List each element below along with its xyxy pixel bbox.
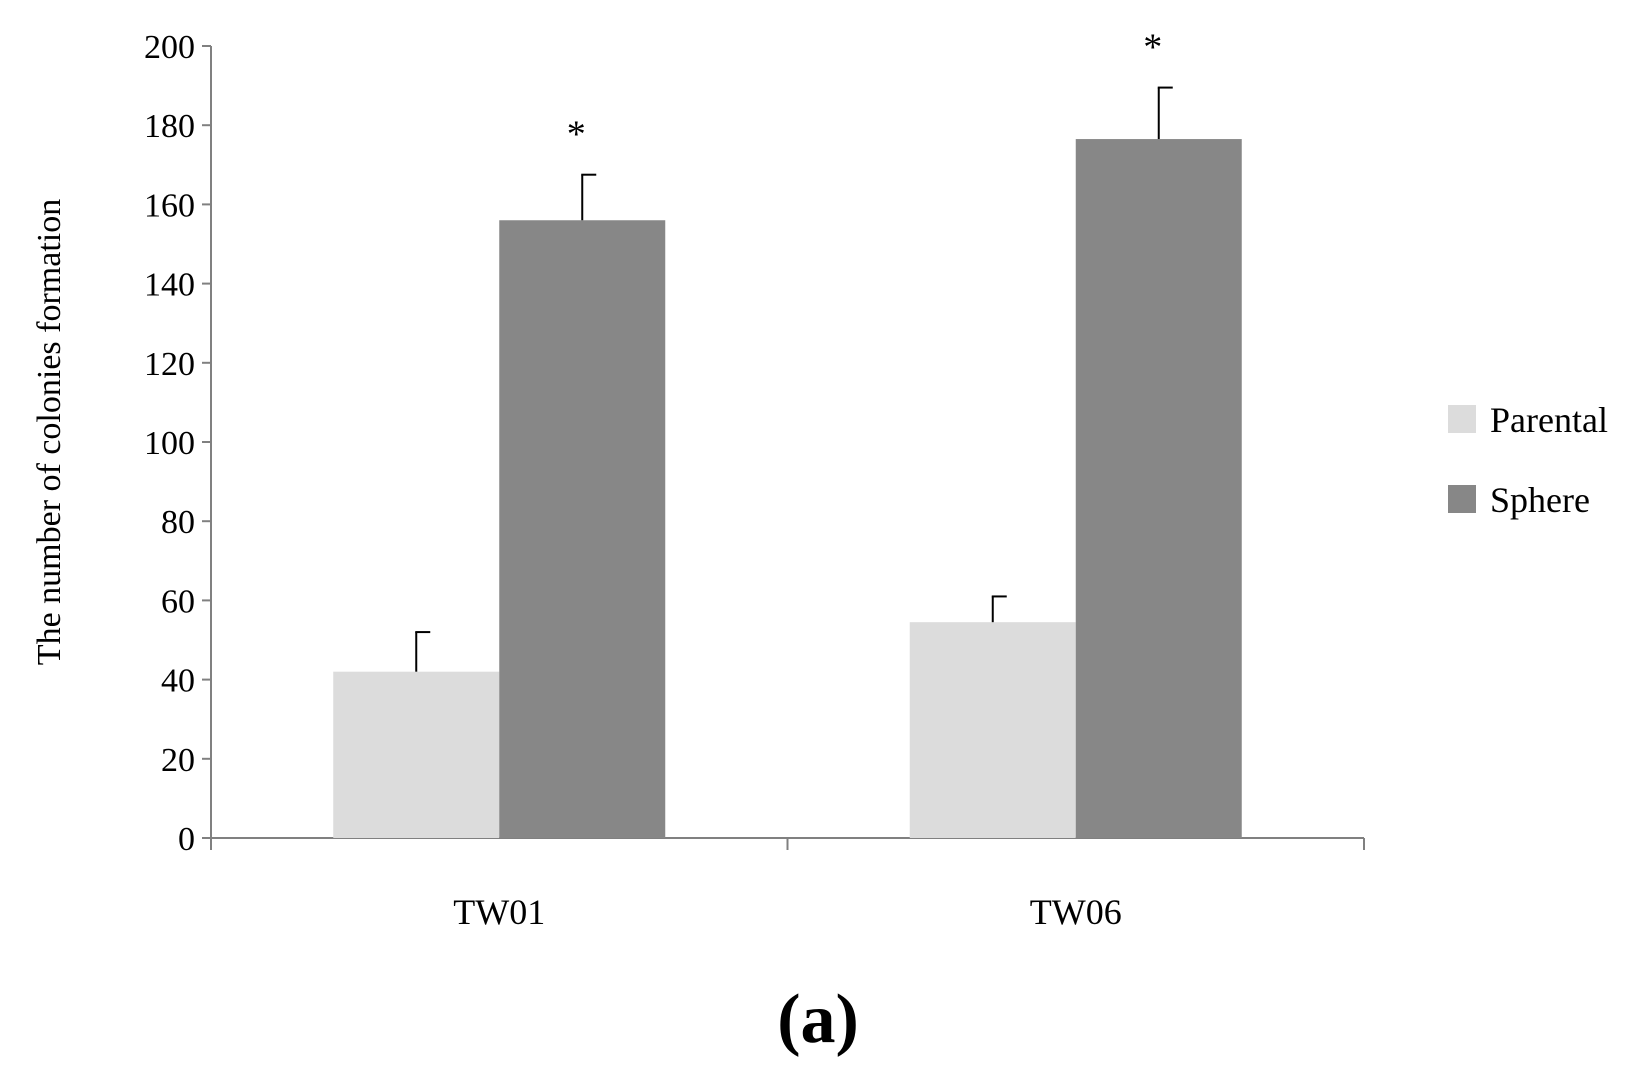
y-tick-label: 180 — [144, 108, 195, 145]
bar-parental-tw06 — [909, 622, 1076, 838]
y-axis-label: The number of colonies formation — [31, 199, 68, 665]
legend-label-parental: Parental — [1490, 400, 1608, 440]
bar-parental-tw01 — [333, 671, 500, 838]
legend-swatch-sphere — [1448, 485, 1476, 513]
x-category-labels: TW01 TW06 — [453, 892, 1121, 932]
legend-swatch-parental — [1448, 405, 1476, 433]
y-tick-label: 60 — [161, 583, 195, 620]
y-tick-label: 80 — [161, 504, 195, 541]
legend-label-sphere: Sphere — [1490, 480, 1590, 520]
y-tick-label: 200 — [144, 29, 195, 66]
significance-marks: ** — [567, 27, 1163, 156]
bar-sphere-tw06 — [1075, 139, 1242, 838]
x-tick-label-tw06: TW06 — [1030, 892, 1122, 932]
y-tick-label: 0 — [178, 821, 195, 858]
y-tick-labels: 0 20 40 60 80 100 120 140 160 180 200 — [144, 29, 195, 858]
error-bars — [415, 86, 1173, 672]
bars — [333, 139, 1242, 839]
bar-sphere-tw01 — [499, 220, 666, 839]
y-tick-label: 140 — [144, 267, 195, 304]
significance-asterisk: * — [1143, 27, 1162, 69]
significance-asterisk: * — [567, 114, 586, 156]
panel-label: (a) — [777, 981, 859, 1058]
y-tick-label: 40 — [161, 663, 195, 700]
y-tick-label: 20 — [161, 742, 195, 779]
y-tick-label: 120 — [144, 346, 195, 383]
y-tick-label: 160 — [144, 187, 195, 224]
y-tick-label: 100 — [144, 425, 195, 462]
x-tick-label-tw01: TW01 — [453, 892, 545, 932]
legend: Parental Sphere — [1448, 400, 1608, 520]
